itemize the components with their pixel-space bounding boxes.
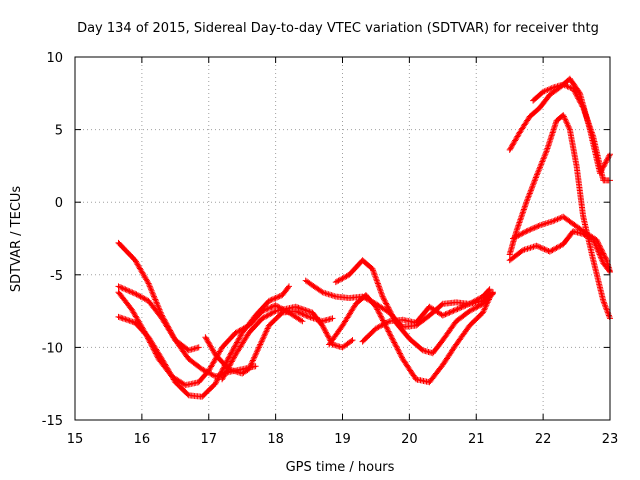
series-markers bbox=[332, 257, 496, 357]
series-track-15 bbox=[510, 213, 613, 275]
y-tick-label: 5 bbox=[55, 124, 63, 139]
series-track-9 bbox=[332, 257, 496, 357]
x-tick-label: 15 bbox=[67, 432, 84, 447]
y-tick-label: -5 bbox=[50, 269, 63, 284]
x-tick-label: 19 bbox=[334, 432, 351, 447]
y-axis-label: SDTVAR / TECUs bbox=[9, 186, 24, 293]
plot-border bbox=[74, 56, 611, 421]
x-tick-label: 17 bbox=[200, 432, 217, 447]
y-tick-label: 0 bbox=[55, 196, 63, 211]
data-series bbox=[115, 75, 613, 400]
series-track-4 bbox=[115, 283, 292, 400]
series-markers bbox=[115, 283, 292, 400]
y-tick-label: -10 bbox=[42, 341, 63, 356]
x-tick-labels: 15 16 17 18 19 20 21 22 23 bbox=[67, 432, 619, 447]
series-markers bbox=[530, 81, 613, 184]
series-track-6 bbox=[219, 303, 356, 383]
y-tick-labels: -15 -10 -5 0 5 10 bbox=[42, 51, 63, 429]
x-tick-label: 20 bbox=[401, 432, 418, 447]
series-markers bbox=[506, 112, 613, 322]
series-track-8 bbox=[326, 292, 493, 386]
x-tick-label: 22 bbox=[535, 432, 552, 447]
series-markers bbox=[326, 292, 493, 386]
x-tick-label: 16 bbox=[134, 432, 151, 447]
series-markers bbox=[219, 303, 356, 383]
grid-lines bbox=[75, 57, 610, 420]
series-track-12 bbox=[530, 81, 613, 184]
series-track-10 bbox=[359, 289, 496, 345]
y-tick-label: 10 bbox=[46, 51, 63, 66]
x-tick-label: 18 bbox=[267, 432, 284, 447]
axis-ticks bbox=[74, 56, 611, 421]
chart-title: Day 134 of 2015, Sidereal Day-to-day VTE… bbox=[77, 21, 599, 36]
x-tick-label: 21 bbox=[468, 432, 485, 447]
series-markers bbox=[510, 213, 613, 275]
series-markers bbox=[359, 289, 496, 345]
series-track-13 bbox=[506, 112, 613, 322]
x-axis-label: GPS time / hours bbox=[286, 460, 395, 475]
y-tick-label: -15 bbox=[42, 414, 63, 429]
x-tick-label: 23 bbox=[602, 432, 619, 447]
